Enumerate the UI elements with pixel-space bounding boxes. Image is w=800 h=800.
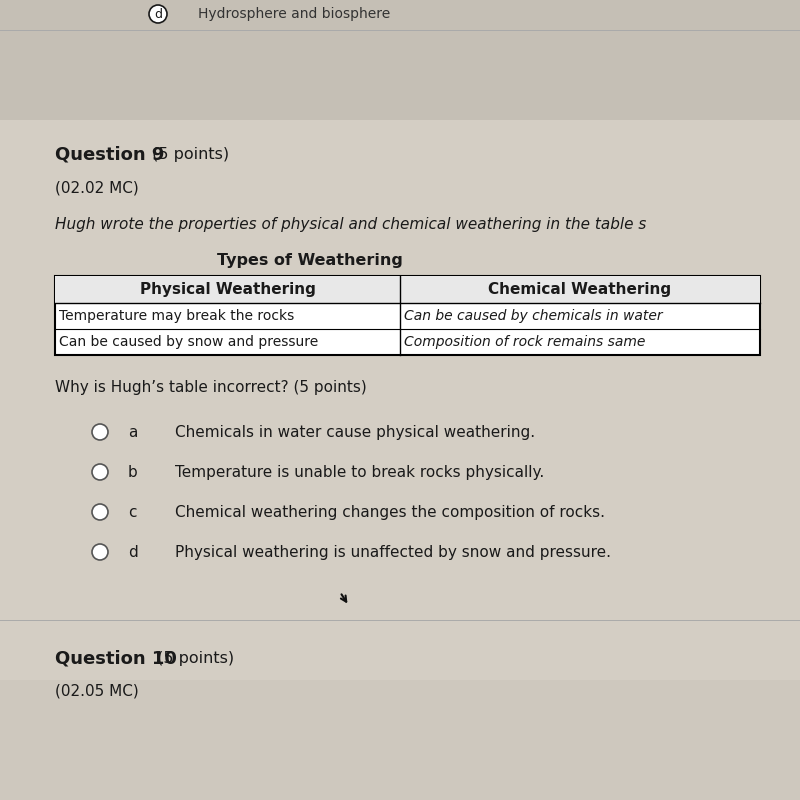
- Text: (02.02 MC): (02.02 MC): [55, 181, 138, 195]
- Text: Physical weathering is unaffected by snow and pressure.: Physical weathering is unaffected by sno…: [175, 545, 611, 560]
- Text: Chemical Weathering: Chemical Weathering: [489, 282, 671, 297]
- Text: b: b: [128, 465, 138, 480]
- Bar: [0, 680, 800, 800]
- Text: Question 10: Question 10: [55, 649, 177, 667]
- Bar: [55, 276, 760, 303]
- Circle shape: [92, 464, 108, 480]
- Circle shape: [149, 5, 167, 23]
- Text: Temperature may break the rocks: Temperature may break the rocks: [59, 309, 294, 323]
- Text: Question 9: Question 9: [55, 146, 164, 164]
- Text: d: d: [128, 545, 138, 560]
- Text: c: c: [128, 505, 137, 520]
- Text: Composition of rock remains same: Composition of rock remains same: [404, 335, 646, 349]
- Text: Why is Hugh’s table incorrect? (5 points): Why is Hugh’s table incorrect? (5 points…: [55, 380, 366, 395]
- Text: Can be caused by chemicals in water: Can be caused by chemicals in water: [404, 309, 662, 323]
- Text: Hugh wrote the properties of physical and chemical weathering in the table s: Hugh wrote the properties of physical an…: [55, 218, 646, 233]
- Text: (5 points): (5 points): [152, 650, 234, 666]
- Bar: [0, 120, 800, 680]
- Bar: [0, 0, 800, 120]
- Text: (5 points): (5 points): [147, 147, 229, 162]
- Text: Chemicals in water cause physical weathering.: Chemicals in water cause physical weathe…: [175, 425, 535, 440]
- Text: d: d: [154, 7, 162, 21]
- Circle shape: [92, 544, 108, 560]
- Text: Temperature is unable to break rocks physically.: Temperature is unable to break rocks phy…: [175, 465, 544, 480]
- Text: Chemical weathering changes the composition of rocks.: Chemical weathering changes the composit…: [175, 505, 605, 520]
- Text: Physical Weathering: Physical Weathering: [139, 282, 315, 297]
- Circle shape: [92, 424, 108, 440]
- Text: a: a: [128, 425, 138, 440]
- Circle shape: [92, 504, 108, 520]
- Text: (02.05 MC): (02.05 MC): [55, 683, 138, 698]
- Bar: [55, 276, 760, 355]
- Text: Can be caused by snow and pressure: Can be caused by snow and pressure: [59, 335, 318, 349]
- Text: Types of Weathering: Types of Weathering: [217, 253, 403, 267]
- Text: Hydrosphere and biosphere: Hydrosphere and biosphere: [198, 7, 390, 21]
